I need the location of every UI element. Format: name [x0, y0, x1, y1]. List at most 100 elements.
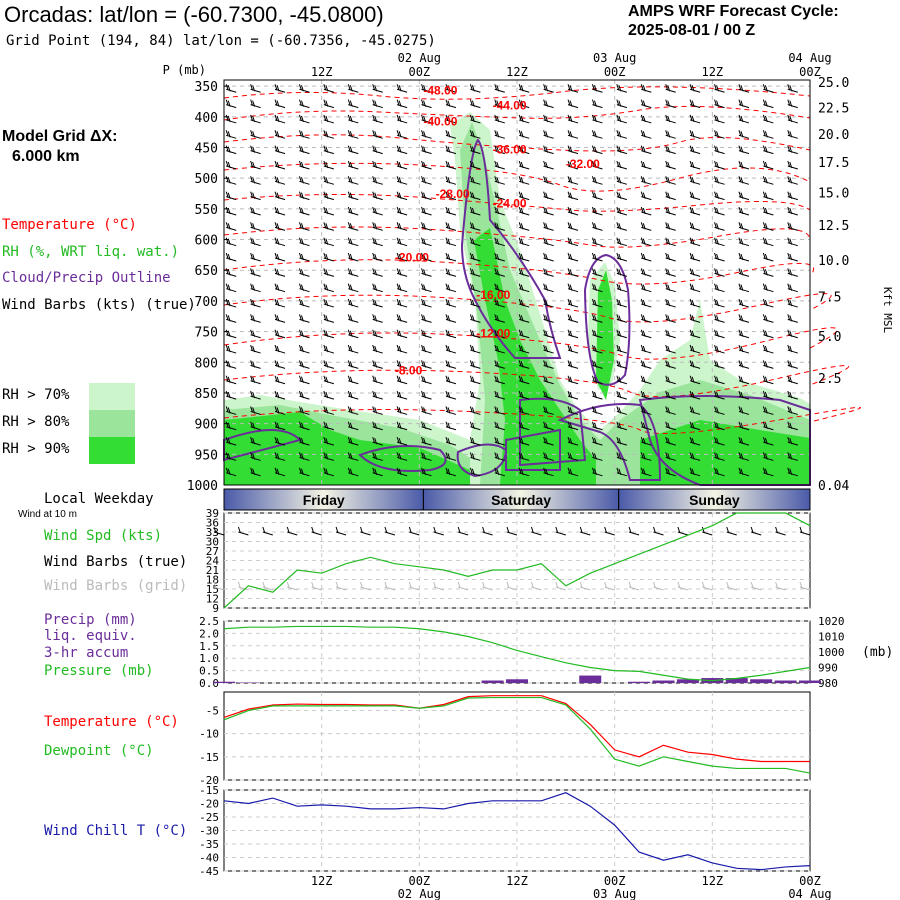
- wind-barb: [298, 191, 310, 201]
- wind-barb: [616, 176, 628, 185]
- wind-barb: [762, 390, 774, 400]
- wind-barb: [298, 160, 310, 170]
- wind-barb: [787, 406, 798, 415]
- panel-1-tick-9: 36: [206, 517, 219, 530]
- wind-barb: [518, 452, 530, 461]
- pressure-tick-1: 400: [195, 111, 218, 126]
- wind-barb: [787, 344, 798, 354]
- wind-barb: [567, 160, 579, 170]
- wind-barb: [421, 84, 432, 93]
- wind-barb: [689, 375, 701, 385]
- wind-barb: [347, 298, 359, 308]
- wind-barb: [518, 130, 530, 139]
- wind-barb: [225, 222, 237, 231]
- wind-barb: [372, 160, 383, 170]
- bottom-date-label-3: 03 Aug: [593, 887, 636, 900]
- wind-barb: [298, 344, 310, 354]
- wind-barb: [543, 375, 554, 385]
- wind-barb: [445, 160, 457, 170]
- wind-barb: [665, 84, 676, 93]
- wind-barb: [543, 176, 554, 185]
- wind-barb: [494, 130, 505, 139]
- wind-barb: [591, 329, 603, 339]
- panel-4-tick-4: -35: [199, 838, 219, 851]
- wind-barb: [543, 160, 554, 170]
- wind-barb: [274, 130, 286, 139]
- wind-barb-grid: [579, 581, 591, 591]
- wind-barb: [494, 222, 505, 231]
- wind-barb-grid: [555, 581, 566, 591]
- wind-barb: [640, 268, 652, 277]
- legend-cloud: Cloud/Precip Outline: [2, 270, 171, 286]
- wind-barb: [421, 160, 432, 170]
- wind-barb: [347, 160, 359, 170]
- wind-barb: [689, 298, 701, 308]
- wind-barb: [274, 467, 286, 477]
- wind-barb-10m: [677, 526, 689, 536]
- panel-4-tick-2: -25: [199, 811, 219, 824]
- wind-barb: [518, 298, 530, 308]
- wind-barb: [665, 268, 676, 277]
- wind-barb: [347, 252, 359, 262]
- wind-barb: [469, 130, 481, 139]
- wind-barb: [714, 390, 725, 400]
- wind-barb: [738, 160, 750, 170]
- wind-barb: [250, 114, 261, 124]
- wind-barb: [396, 84, 408, 93]
- wind-barb: [640, 452, 652, 461]
- wind-barb: [372, 467, 383, 477]
- wind-barb: [445, 329, 457, 339]
- wind-barb: [518, 390, 530, 400]
- wind-barb: [469, 206, 481, 216]
- wind-barb: [469, 452, 481, 461]
- wind-barbs-10m: [213, 526, 811, 591]
- wind-barb: [640, 421, 652, 431]
- wind-speed-label: Wind Spd (kts): [44, 528, 163, 544]
- wind-barb: [469, 406, 481, 415]
- wind-barb-grid: [506, 581, 518, 591]
- wind-barb-grid: [653, 581, 664, 591]
- wind-barb: [762, 191, 774, 201]
- wind-barb: [225, 99, 237, 109]
- wind-barb: [323, 298, 335, 308]
- wind-barb: [762, 130, 774, 139]
- wind-barb: [396, 452, 408, 461]
- wind-barb: [762, 84, 774, 93]
- wind-barb: [518, 252, 530, 262]
- wind-barb: [323, 160, 335, 170]
- pressure-tick-9: 800: [195, 356, 218, 371]
- wind-barb: [787, 130, 798, 139]
- wind-barb: [372, 314, 383, 323]
- wind-barb: [250, 145, 261, 155]
- wind-barb: [225, 252, 237, 262]
- wind-barb: [567, 298, 579, 308]
- wind-barb: [421, 298, 432, 308]
- wind-barb: [494, 421, 505, 431]
- wind-barb: [640, 314, 652, 323]
- panel-1-tick-7: 30: [206, 536, 219, 549]
- top-date-label-3: 03 Aug: [593, 51, 636, 65]
- wind-barb-grid: [237, 581, 249, 591]
- wind-barb: [689, 176, 701, 185]
- wind-barb: [298, 452, 310, 461]
- wind-barb: [518, 99, 530, 109]
- wind-barb: [421, 176, 432, 185]
- wind-barb: [518, 360, 530, 369]
- wind-barb-grid: [799, 581, 811, 591]
- wind-barb: [445, 99, 457, 109]
- wind-barb: [738, 329, 750, 339]
- pressure-tick-2: 450: [195, 142, 218, 157]
- wind-barb: [274, 421, 286, 431]
- swatch-rh80: [89, 410, 135, 437]
- wind-barb: [714, 375, 725, 385]
- wind-barb: [689, 329, 701, 339]
- panel-3-tick-1: -10: [199, 728, 219, 741]
- wind-barb: [762, 314, 774, 323]
- wind-barb: [274, 206, 286, 216]
- wind-barb: [738, 237, 750, 247]
- wind-barb: [445, 390, 457, 400]
- wind-barb: [372, 329, 383, 339]
- wind-barb: [616, 191, 628, 201]
- wind-barb: [298, 467, 310, 477]
- wind-barb-grid: [262, 581, 273, 591]
